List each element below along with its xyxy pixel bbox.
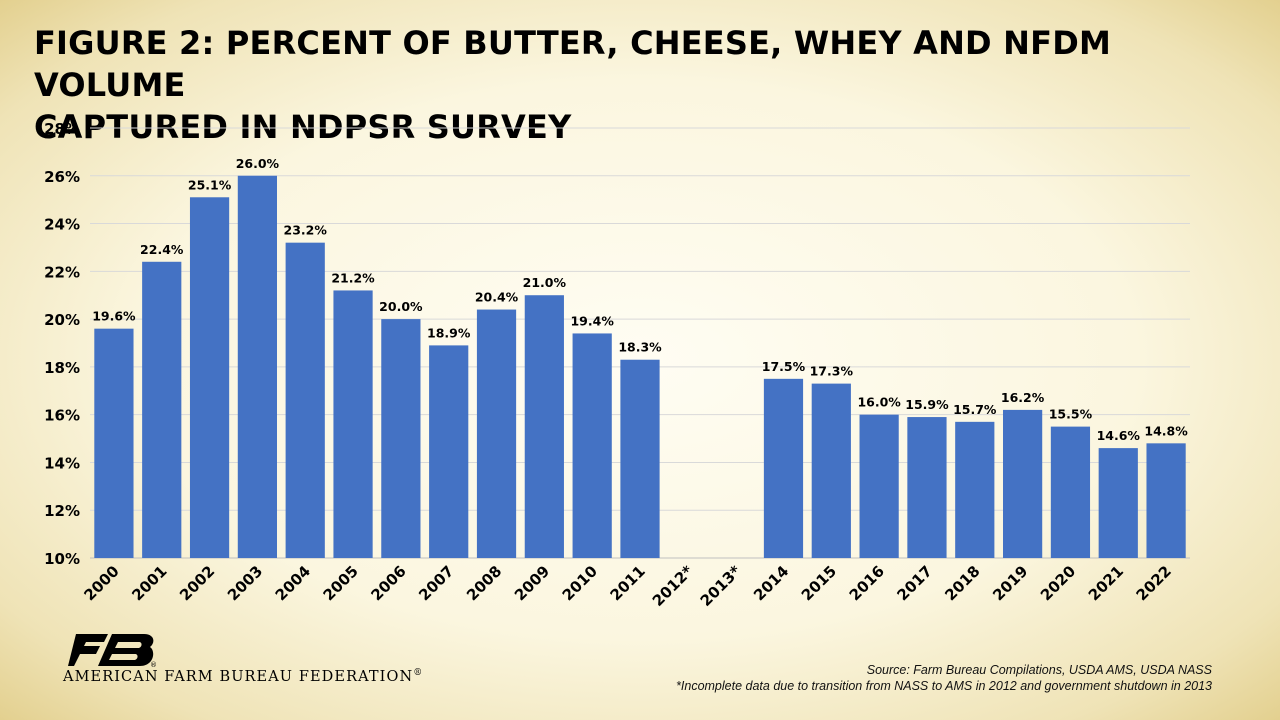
data-label: 20.0% [379,299,423,314]
x-tick-label: 2014 [750,562,792,604]
data-label: 19.4% [570,313,614,328]
data-label: 21.0% [523,275,567,290]
data-label: 18.3% [618,340,662,355]
x-tick-label: 2004 [272,562,314,604]
x-tick-label: 2005 [320,562,362,604]
data-label: 21.2% [331,270,375,285]
chart-title-line-1: FIGURE 2: PERCENT OF BUTTER, CHEESE, WHE… [34,24,1111,104]
data-label: 15.7% [953,402,997,417]
bar [907,417,947,558]
x-tick-label: 2016 [846,562,888,604]
bar [333,290,373,558]
data-label: 22.4% [140,242,184,257]
source-note: Source: Farm Bureau Compilations, USDA A… [676,662,1212,694]
y-axis: 10% 12% 14% 16% 18% 20% 22% 24% 26% 28% [44,120,80,568]
y-tick-label: 28% [44,120,80,138]
bar [381,319,421,558]
y-tick-label: 20% [44,311,80,329]
x-tick-label: 2003 [224,562,266,604]
bar [189,197,230,558]
data-labels: 19.6% 22.4% 25.1% 26.0% 23.2% 21.2% 20.0% 18.9%… [92,156,1188,443]
bar [1098,448,1138,558]
x-tick-label: 2017 [894,562,936,604]
x-tick-label: 2011 [607,562,649,604]
data-label: 23.2% [284,223,328,238]
bar [620,359,660,558]
x-tick-label: 2019 [989,562,1031,604]
bar [1050,426,1091,558]
bar [763,378,804,558]
bar [285,242,325,558]
organization-name-text: AMERICAN FARM BUREAU FEDERATION [63,668,414,685]
y-tick-label: 26% [44,168,80,186]
footnote: *Incomplete data due to transition from … [676,679,1212,693]
y-tick-label: 10% [44,550,80,568]
bar [955,421,995,558]
bar [142,261,182,558]
x-axis: 2000 2001 2002 2003 2004 2005 2006 2007 2008 2009… [80,562,1174,610]
x-tick-label: 2008 [463,562,505,604]
data-label: 16.2% [1001,390,1045,405]
data-label: 25.1% [188,177,232,192]
organization-name: AMERICAN FARM BUREAU FEDERATION® [63,668,423,685]
x-tick-label: 2022 [1133,562,1175,604]
data-label: 14.6% [1097,428,1141,443]
bar [429,345,469,558]
x-tick-label: 2015 [798,562,840,604]
x-tick-label: 2007 [415,562,457,604]
x-tick-label: 2010 [559,562,601,604]
x-tick-label: 2001 [128,562,170,604]
data-label: 17.5% [762,359,806,374]
x-tick-label: 2002 [176,562,218,604]
bar [811,383,851,558]
x-tick-label: 2018 [941,562,983,604]
bar [1146,443,1186,558]
x-tick-label: 2012* [649,562,697,610]
bar [1003,409,1043,558]
data-label: 18.9% [427,325,471,340]
organization-registered-mark: ® [413,668,424,678]
x-tick-label: 2013* [697,562,745,610]
x-tick-label: 2021 [1085,562,1127,604]
data-label: 26.0% [236,156,280,171]
data-label: 16.0% [857,395,901,410]
x-tick-label: 2000 [80,562,122,604]
bar [859,414,899,558]
bar [94,328,134,558]
data-label: 15.9% [905,397,949,412]
data-label: 14.8% [1144,423,1188,438]
data-label: 20.4% [475,290,519,305]
bar [476,309,517,558]
bar [237,175,277,558]
chart-title: FIGURE 2: PERCENT OF BUTTER, CHEESE, WHE… [34,22,1254,148]
y-tick-label: 12% [44,502,80,520]
bar [572,333,612,558]
registered-mark: ® [150,661,157,668]
source-line: Source: Farm Bureau Compilations, USDA A… [866,663,1212,677]
data-label: 15.5% [1049,407,1093,422]
y-tick-label: 14% [44,454,80,472]
chart-title-line-2: CAPTURED IN NDPSR SURVEY [34,108,572,146]
farm-bureau-logo-icon: ® [68,634,157,668]
y-tick-label: 24% [44,216,80,234]
bar [524,295,564,558]
y-tick-label: 18% [44,359,80,377]
y-tick-label: 16% [44,407,80,425]
data-label: 19.6% [92,309,136,324]
x-tick-label: 2020 [1037,562,1079,604]
y-tick-label: 22% [44,263,80,281]
data-label: 17.3% [810,364,854,379]
x-tick-label: 2009 [511,562,553,604]
x-tick-label: 2006 [367,562,409,604]
bars [94,175,1186,558]
